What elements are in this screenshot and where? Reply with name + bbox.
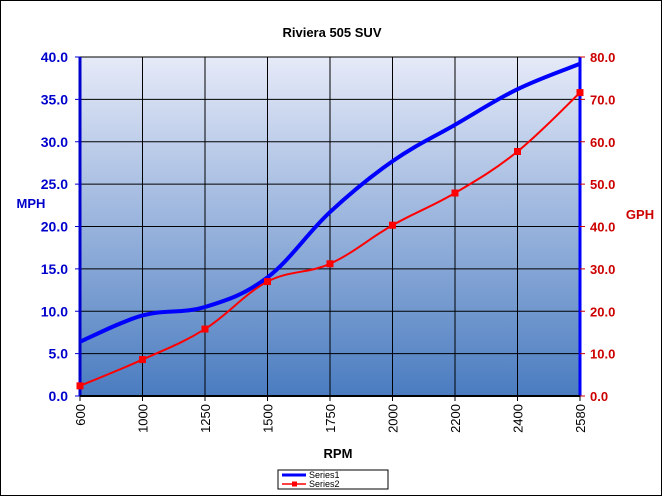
series-2-point [326, 260, 334, 268]
legend-label-2: Series2 [309, 479, 340, 489]
x-tick-label: 1000 [136, 404, 151, 433]
x-tick-label: 2400 [511, 404, 526, 433]
x-tick-label: 1250 [198, 404, 213, 433]
legend-label-1: Series1 [309, 470, 340, 480]
y-left-tick-label: 15.0 [41, 261, 68, 277]
y-right-tick-label: 20.0 [590, 304, 615, 319]
x-tick-label: 2000 [386, 404, 401, 433]
y-left-tick-label: 10.0 [41, 303, 68, 319]
chart-title: Riviera 505 SUV [282, 25, 381, 40]
y-right-tick-label: 60.0 [590, 135, 615, 150]
y-right-tick-label: 30.0 [590, 262, 615, 277]
y-right-tick-label: 50.0 [590, 177, 615, 192]
y-left-tick-label: 5.0 [49, 346, 69, 362]
plot-area: 0.0 5.0 10.0 15.0 20.0 25.0 30.0 35.0 40.0 0.0 10.… [41, 49, 616, 433]
y-right-tick-label: 70.0 [590, 92, 615, 107]
y-left-tick-label: 25.0 [41, 176, 68, 192]
x-tick-label: 600 [73, 404, 88, 426]
series-2-point [576, 89, 584, 97]
y-right-tick-label: 40.0 [590, 220, 615, 235]
y-axis-left-title: MPH [17, 196, 46, 211]
series-2-point [76, 382, 84, 390]
y-left-tick-label: 30.0 [41, 134, 68, 150]
series-2-point [514, 147, 521, 155]
series-2-point [201, 325, 209, 333]
y-left-tick-label: 20.0 [41, 219, 68, 235]
y-axis-right-title: GPH [626, 207, 654, 222]
legend-marker-2 [292, 481, 297, 487]
series-2-point [139, 356, 146, 364]
x-tick-label: 1750 [323, 404, 338, 433]
y-right-tick-label: 0.0 [590, 389, 608, 404]
y-left-tick-label: 0.0 [49, 388, 69, 404]
y-left-tick-label: 40.0 [41, 49, 68, 65]
y-left-tick-label: 35.0 [41, 91, 68, 107]
series-2-point [389, 221, 396, 229]
x-tick-label: 2200 [448, 404, 463, 433]
x-tick-label: 2580 [573, 404, 588, 433]
series-2-point [451, 189, 459, 197]
y-right-tick-label: 80.0 [590, 50, 615, 65]
x-axis-title: RPM [324, 446, 353, 461]
y-right-tick-label: 10.0 [590, 347, 615, 362]
series-line-1 [79, 61, 581, 344]
x-tick-label: 1500 [261, 404, 276, 433]
series-2-point [264, 278, 271, 286]
